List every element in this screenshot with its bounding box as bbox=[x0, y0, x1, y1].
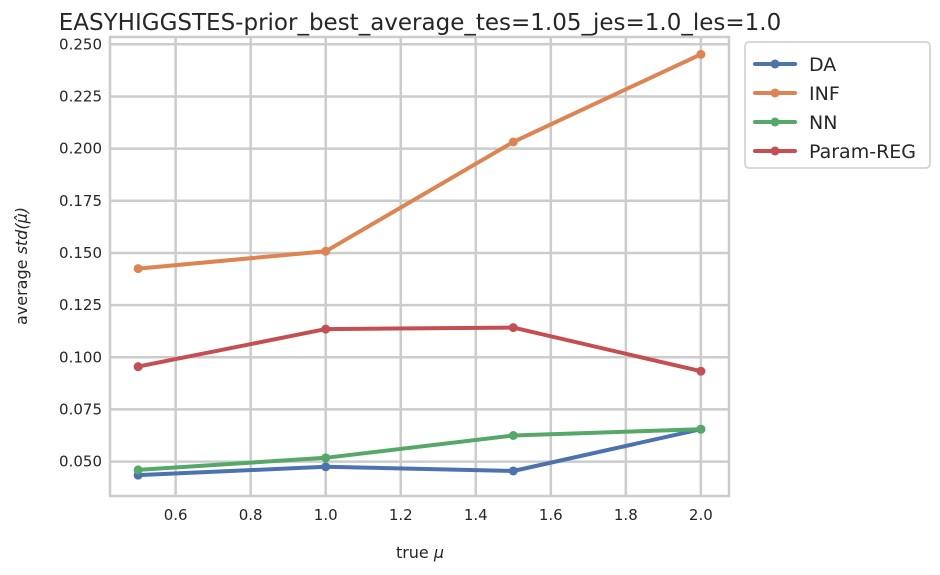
y-tick-label: 0.225 bbox=[59, 87, 102, 105]
legend-label: DA bbox=[809, 54, 836, 76]
x-tick-label: 0.6 bbox=[164, 506, 188, 524]
y-tick-label: 0.075 bbox=[59, 400, 102, 418]
y-tick-label: 0.200 bbox=[59, 140, 102, 158]
plot-frame bbox=[108, 35, 731, 498]
data-point-inf bbox=[321, 246, 331, 256]
data-point-nn bbox=[133, 465, 143, 475]
chart-title: EASYHIGGSTES-prior_best_average_tes=1.05… bbox=[59, 10, 781, 36]
data-point-nn bbox=[321, 453, 331, 463]
y-axis-label: average std(μ̂) bbox=[12, 207, 31, 325]
x-tick-labels: 0.6 0.8 1.0 1.2 1.4 1.6 1.8 2.0 bbox=[164, 506, 713, 524]
data-point-nn bbox=[508, 430, 518, 440]
data-point-param-reg bbox=[133, 362, 143, 372]
data-point-inf bbox=[133, 264, 143, 274]
x-tick-label: 1.0 bbox=[314, 506, 338, 524]
y-tick-label: 0.100 bbox=[59, 348, 102, 366]
legend-swatch-marker bbox=[770, 117, 780, 127]
y-tick-label: 0.150 bbox=[59, 244, 102, 262]
x-tick-label: 1.8 bbox=[614, 506, 638, 524]
data-point-inf bbox=[508, 137, 518, 147]
x-tick-label: 2.0 bbox=[689, 506, 713, 524]
legend-entry-param-reg: Param-REG bbox=[753, 141, 916, 163]
legend-entry-nn: NN bbox=[753, 112, 837, 134]
plot-area bbox=[108, 35, 731, 498]
legend-swatch-marker bbox=[770, 88, 780, 98]
data-point-inf bbox=[696, 49, 706, 59]
data-point-param-reg bbox=[321, 324, 331, 334]
series-inf bbox=[133, 49, 706, 274]
data-point-da bbox=[508, 466, 518, 476]
legend-swatch-marker bbox=[770, 59, 780, 69]
series-param-reg bbox=[133, 323, 706, 376]
y-tick-label: 0.050 bbox=[59, 453, 102, 471]
legend-swatch-marker bbox=[770, 146, 780, 156]
series-layer bbox=[133, 49, 706, 480]
legend-label: INF bbox=[809, 83, 840, 105]
legend-entry-inf: INF bbox=[753, 83, 840, 105]
x-tick-label: 1.4 bbox=[464, 506, 488, 524]
legend-label: Param-REG bbox=[809, 141, 916, 163]
series-line-inf bbox=[136, 52, 703, 271]
data-point-nn bbox=[696, 424, 706, 434]
x-tick-label: 0.8 bbox=[239, 506, 263, 524]
y-tick-label: 0.250 bbox=[59, 35, 102, 53]
series-line-param-reg bbox=[136, 325, 703, 374]
x-tick-label: 1.6 bbox=[539, 506, 563, 524]
series-nn bbox=[133, 424, 706, 475]
y-tick-labels: 0.050 0.075 0.100 0.125 0.150 0.175 0.200 0.225… bbox=[59, 35, 102, 470]
series-line-da bbox=[136, 427, 703, 478]
data-point-param-reg bbox=[696, 366, 706, 376]
y-tick-label: 0.125 bbox=[59, 296, 102, 314]
y-tick-label: 0.175 bbox=[59, 192, 102, 210]
data-point-da bbox=[321, 462, 331, 472]
legend: DA INF NN Param-REG bbox=[744, 41, 931, 169]
x-axis-label: true μ bbox=[396, 543, 444, 562]
legend-frame bbox=[744, 41, 931, 169]
data-point-param-reg bbox=[508, 323, 518, 333]
legend-entry-da: DA bbox=[753, 54, 836, 76]
grid bbox=[110, 37, 729, 496]
x-tick-label: 1.2 bbox=[389, 506, 413, 524]
legend-label: NN bbox=[809, 112, 837, 134]
series-line-nn bbox=[136, 427, 703, 472]
